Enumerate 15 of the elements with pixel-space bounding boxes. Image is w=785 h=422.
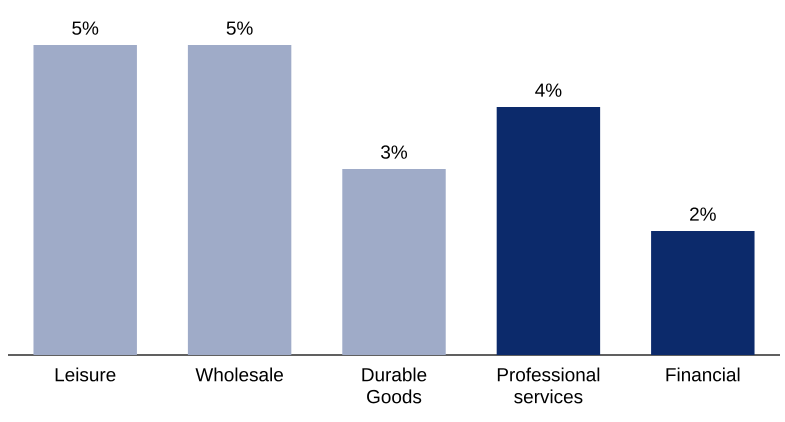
- x-tick-label: Professional services: [498, 368, 600, 404]
- bar: [651, 230, 755, 355]
- data-label: 4%: [535, 84, 562, 97]
- data-label: 5%: [72, 21, 98, 35]
- x-tick-label: Wholesale: [195, 368, 283, 382]
- bar: [496, 106, 600, 355]
- bar: [188, 44, 292, 355]
- x-tick-label: Leisure: [56, 368, 116, 382]
- x-tick-label: Durable Goods: [362, 368, 426, 404]
- data-label: 2%: [690, 207, 716, 221]
- bar: [342, 168, 446, 355]
- bar: [33, 44, 137, 355]
- x-tick-label: Financial: [666, 368, 740, 382]
- data-label: 3%: [381, 145, 408, 159]
- data-label: 5%: [226, 21, 253, 35]
